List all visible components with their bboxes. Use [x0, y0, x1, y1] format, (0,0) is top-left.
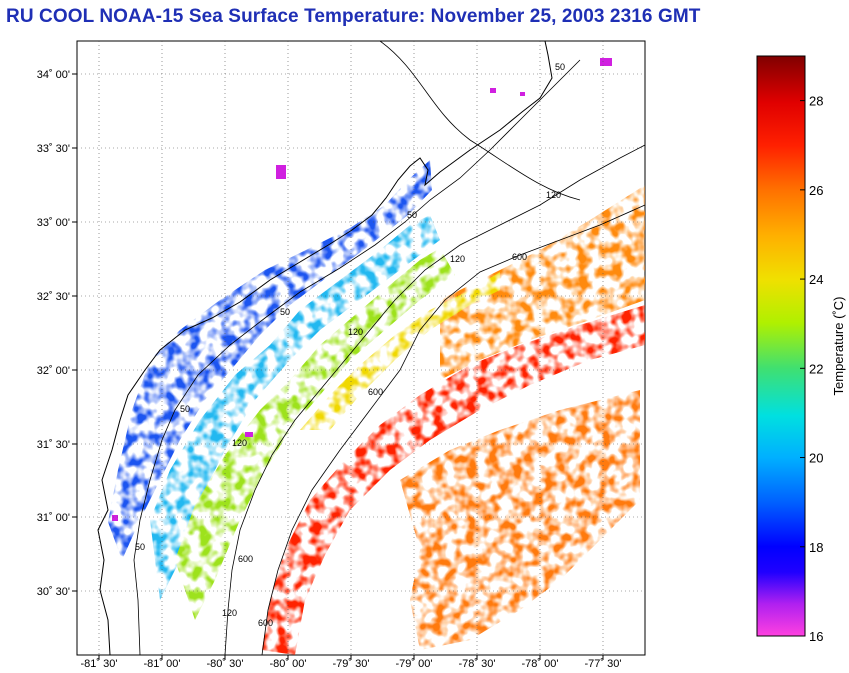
contour-label: 120 — [348, 327, 363, 337]
contour-label: 600 — [258, 618, 273, 628]
contour-label: 120 — [546, 190, 561, 200]
lon-tick-label: -81˚ 30' — [81, 658, 118, 670]
colorbar-tick-label: 26 — [809, 183, 823, 198]
isobath-50 — [133, 59, 581, 656]
cloud-edge-pixels — [112, 58, 612, 521]
coastline — [97, 40, 553, 656]
contour-label: 50 — [135, 542, 145, 552]
map-title: RU COOL NOAA-15 Sea Surface Temperature:… — [6, 6, 701, 27]
sst-green-band — [175, 248, 455, 620]
lon-tick-label: -79˚ 00' — [396, 658, 433, 670]
lat-tick-label: 33˚ 30' — [37, 143, 70, 155]
contour-label: 120 — [232, 438, 247, 448]
sst-gulf-stream — [262, 305, 645, 655]
cloud-pixel — [276, 165, 286, 179]
contour-label: 600 — [512, 252, 527, 262]
contour-label: 50 — [280, 307, 290, 317]
lat-tick-label: 31˚ 30' — [37, 439, 70, 451]
lon-tick-label: -78˚ 30' — [459, 658, 496, 670]
contour-label: 50 — [407, 210, 417, 220]
contour-label: 120 — [450, 254, 465, 264]
contour-label: 50 — [555, 62, 565, 72]
lon-tick-label: -77˚ 30' — [585, 658, 622, 670]
cloud-pixel — [490, 88, 496, 93]
colorbar-tick-label: 28 — [809, 94, 823, 109]
contour-label: 120 — [222, 608, 237, 618]
lat-tick-label: 31˚ 00' — [37, 512, 70, 524]
sst-offshore-orange — [440, 185, 645, 380]
isobath-offshore — [379, 40, 581, 201]
colorbar-ticks: 28 26 24 22 20 18 16 — [800, 94, 823, 644]
colorbar-axis-label: Temperature (˚C) — [831, 297, 846, 396]
contour-label: 50 — [180, 404, 190, 414]
lat-tick-label: 34˚ 00' — [37, 69, 70, 81]
sst-field — [108, 58, 645, 655]
isobath-120 — [224, 144, 646, 656]
lon-tick-label: -80˚ 00' — [270, 658, 307, 670]
lon-tick-label: -79˚ 30' — [333, 658, 370, 670]
lat-tick-label: 30˚ 30' — [37, 586, 70, 598]
colorbar — [756, 55, 806, 637]
longitude-labels: -81˚ 30' -81˚ 00' -80˚ 30' -80˚ 00' -79˚… — [81, 658, 622, 670]
cloud-pixel — [600, 58, 612, 66]
contour-label: 600 — [368, 387, 383, 397]
sst-blue-shelf — [108, 160, 432, 560]
lat-tick-label: 33˚ 00' — [37, 217, 70, 229]
colorbar-tick-label: 16 — [809, 629, 823, 644]
cloud-pixel — [112, 515, 118, 521]
lat-tick-label: 32˚ 30' — [37, 291, 70, 303]
sst-yellow-break — [300, 272, 500, 430]
cloud-pixel — [245, 432, 253, 437]
isobath-600 — [261, 204, 646, 656]
contour-label: 600 — [238, 554, 253, 564]
lon-tick-label: -78˚ 00' — [522, 658, 559, 670]
colorbar-tick-label: 18 — [809, 540, 823, 555]
sst-offshore-orange-south — [400, 390, 640, 650]
latitude-labels: 34˚ 00' 33˚ 30' 33˚ 00' 32˚ 30' 32˚ 00' … — [37, 69, 70, 598]
lon-tick-label: -80˚ 30' — [207, 658, 244, 670]
colorbar-tick-label: 20 — [809, 451, 823, 466]
colorbar-tick-label: 22 — [809, 361, 823, 376]
colorbar-tick-label: 24 — [809, 272, 823, 287]
map-grid — [72, 41, 645, 660]
cloud-pixel — [520, 92, 525, 96]
lat-tick-label: 32˚ 00' — [37, 365, 70, 377]
lon-tick-label: -81˚ 00' — [144, 658, 181, 670]
